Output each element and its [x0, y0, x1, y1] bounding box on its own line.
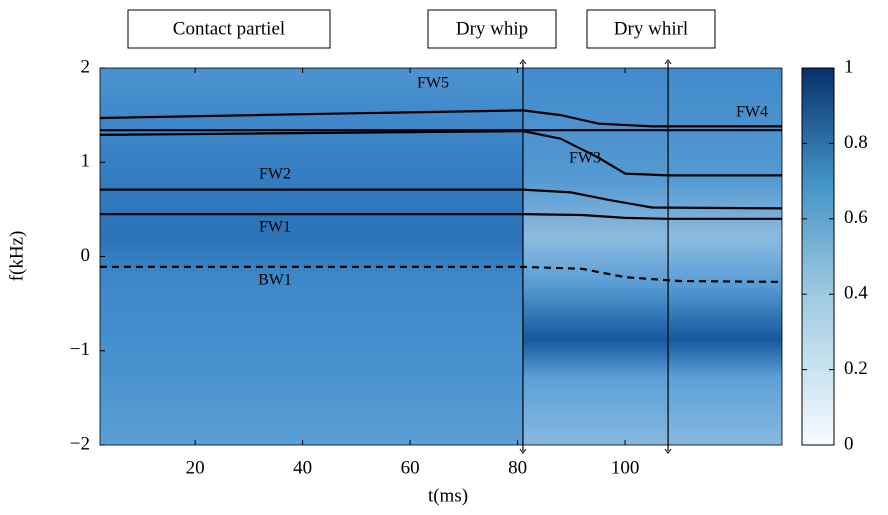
series-label: FW1 [259, 219, 291, 236]
x-tick-label: 40 [293, 457, 312, 478]
colorbar [801, 67, 835, 446]
line [100, 188, 783, 210]
boundary-arrow [664, 59, 672, 65]
region-label: Dry whip [456, 18, 528, 39]
region-box [427, 9, 557, 49]
series-label: FW3 [569, 150, 601, 167]
region-box [127, 9, 331, 49]
y-tick-label: −2 [70, 433, 90, 454]
x-tick-label: 60 [401, 457, 420, 478]
colorbar-tick-label: 0.8 [844, 132, 868, 153]
y-tick-label: −1 [70, 339, 90, 360]
line [100, 265, 783, 283]
colorbar-tick-label: 1 [844, 56, 854, 77]
series-label: FW4 [736, 104, 768, 121]
boundary-arrow [519, 448, 527, 454]
y-tick-label: 1 [81, 151, 91, 172]
y-axis-label: f(kHz) [6, 231, 27, 282]
line [100, 213, 782, 220]
boundary-arrow [664, 448, 672, 454]
boundary-arrow [519, 59, 527, 65]
heatmap-region [523, 68, 782, 445]
x-tick-label: 100 [611, 457, 640, 478]
region-box [586, 9, 716, 49]
y-tick-label: 2 [81, 56, 91, 77]
region-label: Contact partiel [173, 18, 285, 39]
y-tick-label: 0 [81, 245, 91, 266]
x-tick-label: 20 [186, 457, 205, 478]
colorbar-tick-label: 0 [844, 433, 854, 454]
colorbar-tick-label: 0.4 [844, 283, 868, 304]
line [99, 109, 782, 128]
colorbar-tick-label: 0.2 [844, 358, 868, 379]
series-label: BW1 [258, 272, 292, 289]
x-axis-label: t(ms) [428, 485, 468, 506]
series-label: FW5 [417, 75, 449, 92]
region-label: Dry whirl [614, 18, 688, 39]
x-tick-label: 80 [508, 457, 527, 478]
colorbar-tick-label: 0.6 [844, 207, 868, 228]
series-label: FW2 [259, 166, 291, 183]
